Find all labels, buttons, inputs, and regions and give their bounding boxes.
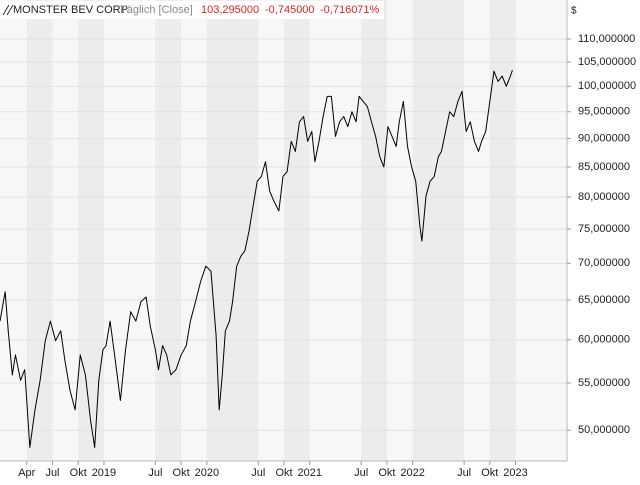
y-tick-label: 75,000000	[578, 223, 630, 235]
quarter-band	[206, 0, 259, 461]
quarter-bands	[26, 0, 516, 461]
quarter-band	[155, 0, 182, 461]
y-axis-unit: $	[571, 6, 577, 17]
quarter-band	[489, 0, 516, 461]
y-tick-label: 95,000000	[578, 106, 630, 118]
quarter-band	[361, 0, 387, 461]
y-tick-label: 80,000000	[578, 191, 630, 203]
y-tick-label: 90,000000	[578, 133, 630, 145]
y-tick-label: 70,000000	[578, 257, 630, 269]
x-tick-label: 2021	[297, 467, 321, 479]
x-tick-label: Okt	[378, 467, 395, 479]
y-tick-label: 65,000000	[578, 294, 630, 306]
lines	[0, 70, 513, 448]
quarter-band	[78, 0, 104, 461]
y-tick-label: 105,000000	[578, 56, 636, 68]
y-tick-label: 110,000000	[578, 33, 635, 45]
y-tick-label: 100,000000	[578, 80, 636, 92]
header-box	[0, 1, 384, 19]
quarter-band	[26, 0, 53, 461]
x-tick-label: Jul	[354, 467, 368, 479]
x-tick-label: Okt	[481, 467, 498, 479]
header-interval: Täglich [Close]	[120, 4, 193, 16]
x-tick-label: Jul	[251, 467, 265, 479]
header-change: -0,745000	[265, 4, 315, 16]
x-tick-label: Jul	[148, 467, 162, 479]
y-tick-label: 55,000000	[578, 377, 630, 389]
price-line	[0, 70, 513, 448]
header-change-pct: -0,716071%	[320, 4, 380, 16]
y-tick-label: 85,000000	[578, 161, 630, 173]
x-tick-label: Jul	[457, 467, 471, 479]
x-tick-label: Okt	[173, 467, 190, 479]
x-tick-label: Okt	[70, 467, 87, 479]
x-tick-label: 2022	[400, 467, 424, 479]
y-tick-label: 50,000000	[578, 424, 630, 436]
header-title: MONSTER BEV CORP	[13, 4, 128, 16]
quarter-band	[412, 0, 465, 461]
y-tick-label: 60,000000	[578, 334, 630, 346]
x-tick-label: Okt	[275, 467, 292, 479]
x-tick-label: Apr	[18, 467, 35, 479]
x-tick-label: 2023	[503, 467, 527, 479]
quarter-band	[284, 0, 310, 461]
x-tick-label: 2020	[195, 467, 219, 479]
logo-icon	[2, 4, 14, 16]
grid	[0, 38, 567, 431]
x-tick-label: 2019	[92, 467, 116, 479]
x-tick-label: Jul	[45, 467, 59, 479]
header-last: 103,295000	[201, 4, 259, 16]
